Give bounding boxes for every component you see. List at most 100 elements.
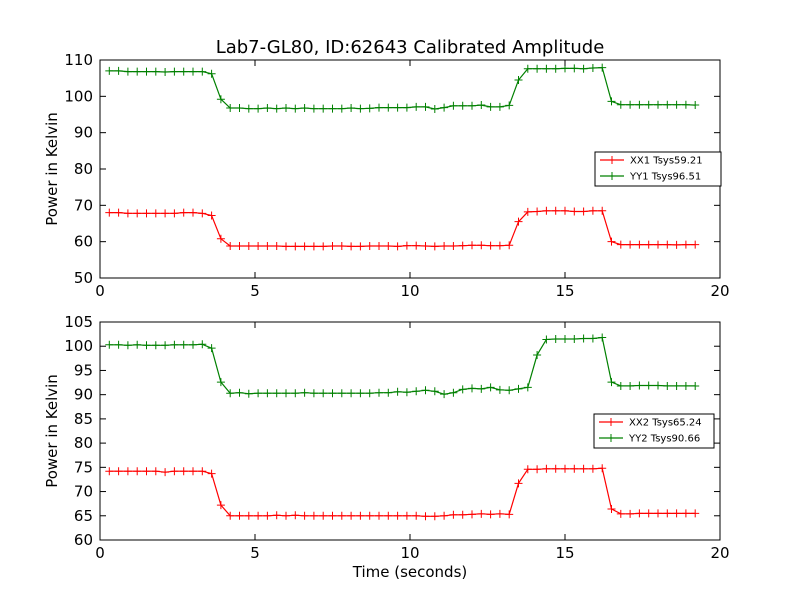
- bottom-series-2-point: [533, 350, 542, 359]
- top-series-2-point: [300, 103, 309, 112]
- top-y-tick-label-1: 60: [74, 233, 93, 251]
- bottom-series-2-point: [635, 381, 644, 390]
- bottom-series-1-point: [402, 511, 411, 520]
- bottom-series-2-line: [109, 336, 696, 395]
- bottom-series-1-point: [635, 509, 644, 518]
- top-series-1-point: [114, 208, 123, 217]
- bottom-series-2-point: [551, 334, 560, 343]
- top-series-2-point: [598, 63, 607, 72]
- top-series-2-point: [421, 102, 430, 111]
- top-series-2-point: [402, 103, 411, 112]
- bottom-series-2-point: [449, 388, 458, 397]
- top-series-2-point: [114, 66, 123, 75]
- top-series-1-point: [309, 242, 318, 251]
- top-series-2-point: [105, 66, 114, 75]
- top-series-1-point: [133, 209, 142, 218]
- top-series-2-point: [263, 103, 272, 112]
- top-series-1-point: [533, 207, 542, 216]
- bottom-series-1-point: [179, 467, 188, 476]
- bottom-series-1-point: [123, 467, 132, 476]
- top-y-tick-label-2: 70: [74, 196, 93, 214]
- bottom-series-1-point: [309, 511, 318, 520]
- top-series-1-point: [616, 240, 625, 249]
- bottom-series-2-point: [393, 387, 402, 396]
- bottom-series-1-point: [681, 509, 690, 518]
- top-series-1-point: [654, 240, 662, 249]
- bottom-series-2-point: [300, 388, 309, 397]
- top-series-1-point: [672, 240, 681, 249]
- bottom-legend-marker-2: [607, 434, 615, 442]
- top-series-1-point: [170, 209, 179, 218]
- top-y-axis-label: Power in Kelvin: [43, 112, 61, 226]
- top-series-1-point: [291, 242, 300, 251]
- bottom-series-2-point: [375, 388, 383, 397]
- bottom-legend-label-2: YY2 Tsys90.66: [628, 434, 700, 445]
- top-series-1-point: [412, 241, 421, 250]
- bottom-series-1-point: [216, 501, 225, 510]
- top-legend-marker-2: [608, 172, 616, 180]
- bottom-series-1-point: [198, 467, 207, 476]
- top-series-2-point: [133, 67, 142, 76]
- bottom-series-1-point: [495, 509, 504, 518]
- bottom-series-2-point: [198, 340, 207, 349]
- top-series-2-point: [347, 103, 356, 112]
- bottom-series-1-point: [272, 511, 281, 520]
- bottom-y-tick-label-8: 100: [64, 337, 93, 355]
- bottom-series-1-point: [412, 511, 421, 520]
- bottom-series-2-point: [607, 378, 616, 387]
- top-series-2-point: [282, 103, 290, 112]
- bottom-series-2-point: [384, 388, 393, 397]
- bottom-y-tick-label-5: 85: [74, 410, 93, 428]
- bottom-series-1-point: [430, 512, 439, 521]
- bottom-series-1-point: [654, 509, 662, 518]
- bottom-series-1-point: [421, 512, 430, 521]
- top-series-2-point: [226, 103, 235, 112]
- top-series-2-point: [216, 95, 225, 104]
- bottom-series-1-point: [161, 468, 170, 477]
- bottom-series-1-point: [616, 509, 625, 518]
- top-series-1-point: [598, 206, 607, 215]
- top-series-2-point: [523, 64, 532, 73]
- top-series-1-point: [440, 242, 449, 251]
- bottom-series-2-point: [523, 383, 532, 392]
- bottom-series-1-point: [114, 467, 123, 476]
- bottom-series-1-point: [226, 511, 235, 520]
- bottom-series-2-point: [644, 381, 653, 390]
- top-series-2-point: [142, 67, 151, 76]
- top-series-2-point: [384, 103, 393, 112]
- bottom-series-2-point: [365, 389, 374, 398]
- bottom-series-1-point: [533, 465, 542, 474]
- bottom-legend-label-1: XX2 Tsys65.24: [629, 418, 702, 429]
- top-series-2-point: [616, 100, 625, 109]
- bottom-x-tick-label-2: 10: [400, 544, 419, 562]
- bottom-y-axis-label: Power in Kelvin: [43, 374, 61, 488]
- bottom-series-2-point: [440, 390, 449, 399]
- bottom-series-1-point: [663, 509, 672, 518]
- top-ticks-layer: 0 5 10 15 20 50 60 70 80 90 100 110: [64, 51, 729, 300]
- bottom-series-2-point: [282, 389, 290, 398]
- bottom-series-2-point: [663, 381, 672, 390]
- top-series-1-point: [235, 242, 244, 251]
- top-series-1-point: [486, 241, 495, 250]
- bottom-series-1-point: [133, 467, 142, 476]
- bottom-legend-box: [593, 413, 715, 449]
- bottom-series-2-point: [570, 334, 579, 343]
- top-series-2-point: [477, 101, 486, 110]
- bottom-x-tick-label-1: 5: [250, 544, 260, 562]
- top-legend-entry-1: XX1 Tsys59.21: [600, 156, 703, 167]
- top-series-2-point: [542, 64, 551, 73]
- bottom-legend-entry-2: YY2 Tsys90.66: [599, 434, 700, 445]
- top-series-1-point: [142, 209, 151, 218]
- top-series-2-point: [244, 104, 253, 113]
- top-y-tick-label-3: 80: [74, 160, 93, 178]
- top-series-1-point: [449, 242, 458, 251]
- top-series-1-point: [356, 242, 365, 251]
- top-series-2-point: [170, 67, 179, 76]
- top-series-2-point: [151, 67, 160, 76]
- bottom-ticks-layer: 0 5 10 15 20 60 65 70 75 80 85 90 95 100 105: [64, 313, 729, 562]
- bottom-y-tick-label-1: 65: [74, 507, 93, 525]
- top-series-2-point: [644, 100, 653, 109]
- bottom-series-1-point: [477, 509, 486, 518]
- top-series-2-point: [319, 104, 328, 113]
- bottom-series-1-point: [598, 464, 607, 473]
